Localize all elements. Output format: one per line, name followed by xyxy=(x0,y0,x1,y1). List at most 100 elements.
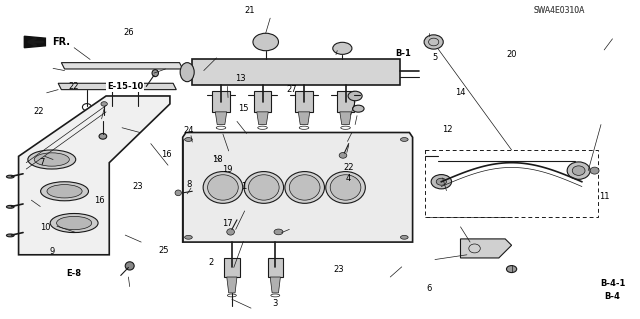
Text: 17: 17 xyxy=(222,219,233,227)
Polygon shape xyxy=(58,83,176,90)
Text: 27: 27 xyxy=(286,85,296,94)
Ellipse shape xyxy=(506,266,516,272)
Bar xyxy=(337,91,355,112)
Ellipse shape xyxy=(152,70,159,77)
Ellipse shape xyxy=(101,102,108,106)
Ellipse shape xyxy=(6,205,14,208)
Ellipse shape xyxy=(180,63,194,82)
Polygon shape xyxy=(298,112,310,124)
Text: B-4: B-4 xyxy=(605,292,620,301)
Text: 18: 18 xyxy=(212,155,223,164)
Text: 22: 22 xyxy=(344,163,354,172)
Text: 20: 20 xyxy=(506,50,517,59)
Ellipse shape xyxy=(248,175,279,200)
Ellipse shape xyxy=(339,152,347,158)
Ellipse shape xyxy=(40,182,88,201)
Bar xyxy=(212,91,230,112)
Ellipse shape xyxy=(99,133,107,139)
Text: 13: 13 xyxy=(235,74,246,83)
Ellipse shape xyxy=(244,172,284,203)
Text: 6: 6 xyxy=(426,284,431,293)
Polygon shape xyxy=(24,36,45,48)
Text: 16: 16 xyxy=(94,196,105,205)
Text: 2: 2 xyxy=(209,258,214,267)
Text: FR.: FR. xyxy=(52,37,70,47)
Ellipse shape xyxy=(207,175,238,200)
Text: 3: 3 xyxy=(273,299,278,308)
Text: 15: 15 xyxy=(238,104,248,113)
Ellipse shape xyxy=(590,167,599,174)
Ellipse shape xyxy=(274,229,283,235)
Ellipse shape xyxy=(203,172,243,203)
Polygon shape xyxy=(270,277,280,293)
Ellipse shape xyxy=(567,162,590,179)
Text: 21: 21 xyxy=(244,6,255,15)
Ellipse shape xyxy=(6,175,14,178)
Ellipse shape xyxy=(326,172,365,203)
Text: 11: 11 xyxy=(599,191,609,201)
Ellipse shape xyxy=(6,234,14,237)
Text: 7: 7 xyxy=(40,158,45,167)
Ellipse shape xyxy=(47,185,82,198)
Text: 23: 23 xyxy=(334,264,344,274)
Text: 8: 8 xyxy=(186,181,192,189)
Polygon shape xyxy=(182,132,413,242)
Polygon shape xyxy=(340,112,351,124)
Text: 22: 22 xyxy=(69,82,79,91)
Text: 16: 16 xyxy=(161,150,172,159)
Text: 14: 14 xyxy=(455,88,466,97)
Polygon shape xyxy=(215,112,227,124)
Text: SWA4E0310A: SWA4E0310A xyxy=(534,6,585,15)
Ellipse shape xyxy=(333,42,352,54)
Text: 5: 5 xyxy=(433,53,438,62)
Text: 23: 23 xyxy=(132,182,143,191)
Ellipse shape xyxy=(34,153,69,166)
Text: 22: 22 xyxy=(34,108,44,116)
Text: 12: 12 xyxy=(442,125,453,134)
Ellipse shape xyxy=(184,137,192,141)
Text: 24: 24 xyxy=(184,126,195,135)
Ellipse shape xyxy=(285,172,324,203)
Ellipse shape xyxy=(572,166,585,175)
Ellipse shape xyxy=(28,150,76,169)
Bar xyxy=(224,258,239,277)
Polygon shape xyxy=(461,239,511,258)
Text: B-1: B-1 xyxy=(395,48,411,58)
Ellipse shape xyxy=(348,91,362,101)
Ellipse shape xyxy=(353,105,364,112)
Text: 19: 19 xyxy=(222,165,233,174)
Text: 10: 10 xyxy=(40,223,51,232)
Ellipse shape xyxy=(50,213,98,233)
Text: SWA4E0310A: SWA4E0310A xyxy=(534,6,585,15)
Ellipse shape xyxy=(125,262,134,270)
Polygon shape xyxy=(19,96,170,255)
Text: 26: 26 xyxy=(123,28,134,37)
Text: E-8: E-8 xyxy=(67,269,82,278)
Text: B-4-1: B-4-1 xyxy=(600,279,625,288)
Ellipse shape xyxy=(436,178,447,185)
Polygon shape xyxy=(227,277,237,293)
Bar xyxy=(268,258,283,277)
Polygon shape xyxy=(257,112,268,124)
Text: 1: 1 xyxy=(241,182,246,191)
Ellipse shape xyxy=(227,229,234,235)
Polygon shape xyxy=(61,63,182,69)
Text: 4: 4 xyxy=(346,174,351,183)
Ellipse shape xyxy=(401,235,408,239)
Ellipse shape xyxy=(289,175,320,200)
Text: E-15-10: E-15-10 xyxy=(107,82,143,91)
Ellipse shape xyxy=(206,154,216,159)
Text: 9: 9 xyxy=(49,247,54,256)
Bar xyxy=(295,91,313,112)
Ellipse shape xyxy=(431,174,452,189)
Ellipse shape xyxy=(401,137,408,141)
Text: 25: 25 xyxy=(158,246,169,255)
Ellipse shape xyxy=(184,235,192,239)
Ellipse shape xyxy=(175,190,181,196)
Ellipse shape xyxy=(424,35,444,49)
Ellipse shape xyxy=(56,216,92,230)
Bar xyxy=(192,59,400,85)
Bar xyxy=(253,91,271,112)
Ellipse shape xyxy=(330,175,361,200)
Ellipse shape xyxy=(253,33,278,51)
